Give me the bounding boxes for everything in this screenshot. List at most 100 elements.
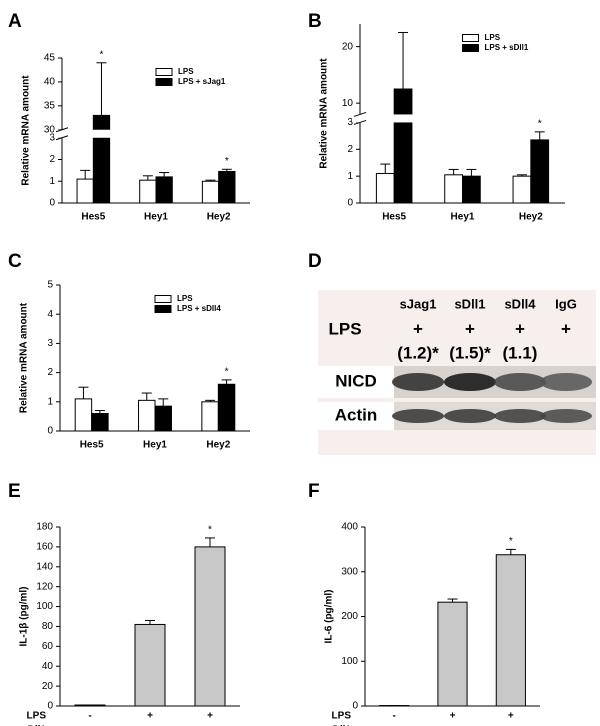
y-tick-label: 0 bbox=[49, 198, 55, 209]
y-tick-label: 20 bbox=[342, 41, 354, 52]
legend-label: LPS + sDll4 bbox=[177, 304, 221, 313]
y-tick-label: 3 bbox=[347, 117, 353, 128]
panel-label: F bbox=[308, 481, 320, 502]
x-tick-label: Hey1 bbox=[143, 440, 167, 451]
blot-column: sDll4 bbox=[504, 296, 536, 311]
bar bbox=[444, 174, 464, 204]
bar bbox=[495, 554, 526, 707]
condition-name: sDll1 bbox=[22, 725, 46, 726]
y-tick-label: 2 bbox=[49, 154, 55, 165]
blot-band bbox=[444, 409, 496, 423]
significance-mark: * bbox=[100, 49, 104, 60]
y-tick-label: 0 bbox=[347, 198, 353, 209]
bar bbox=[138, 399, 156, 432]
y-tick-label: 1 bbox=[47, 396, 53, 407]
y-tick-label: 3 bbox=[47, 338, 53, 349]
break-mark bbox=[55, 135, 69, 141]
condition-name: sDll1 bbox=[327, 725, 351, 726]
y-tick-label: 100 bbox=[36, 601, 53, 612]
condition-name: LPS bbox=[27, 711, 47, 722]
legend-swatch bbox=[462, 34, 479, 42]
condition-label: + bbox=[207, 725, 213, 726]
y-axis-label: IL-1β (pg/ml) bbox=[19, 587, 30, 647]
y-tick-label: 3 bbox=[49, 132, 55, 143]
blot-ratio: (1.2)* bbox=[397, 343, 439, 362]
y-tick-label: 200 bbox=[341, 611, 358, 622]
panel-label: D bbox=[308, 251, 322, 272]
blot-ratio: (1.5)* bbox=[449, 343, 491, 362]
condition-label: + bbox=[450, 711, 456, 722]
legend-label: LPS bbox=[485, 33, 501, 42]
y-tick-label: 35 bbox=[44, 100, 56, 111]
legend-swatch bbox=[154, 305, 172, 313]
y-tick-label: 100 bbox=[341, 656, 358, 667]
legend-swatch bbox=[462, 44, 479, 52]
axis-break bbox=[54, 129, 250, 138]
blot-band bbox=[494, 373, 546, 391]
blot-treatment-mark: + bbox=[413, 319, 423, 338]
significance-mark: * bbox=[225, 156, 229, 167]
blot-row-label: NICD bbox=[335, 371, 377, 390]
blot-treatment-mark: + bbox=[515, 319, 525, 338]
significance-mark: * bbox=[538, 118, 542, 129]
condition-label: - bbox=[392, 711, 395, 722]
condition-label: - bbox=[88, 711, 91, 722]
y-tick-label: 5 bbox=[47, 280, 53, 291]
y-tick-label: 400 bbox=[341, 522, 358, 533]
x-tick-label: Hey2 bbox=[207, 212, 231, 223]
x-tick-label: Hes5 bbox=[80, 440, 104, 451]
y-axis-label: Relative mRNA amount bbox=[319, 58, 330, 169]
significance-mark: * bbox=[208, 525, 212, 536]
y-tick-label: 120 bbox=[36, 581, 53, 592]
bar bbox=[437, 601, 468, 707]
bar bbox=[194, 546, 226, 707]
legend-swatch bbox=[155, 78, 173, 86]
break-mark bbox=[353, 119, 367, 125]
x-tick-label: Hes5 bbox=[382, 212, 406, 223]
condition-label: + bbox=[508, 711, 514, 722]
condition-label: + bbox=[207, 711, 213, 722]
panel-label: B bbox=[308, 11, 322, 32]
bar bbox=[76, 178, 94, 204]
y-tick-label: 160 bbox=[36, 542, 53, 553]
x-tick-label: Hey1 bbox=[144, 212, 168, 223]
bar bbox=[155, 176, 173, 204]
legend-swatch bbox=[154, 295, 172, 303]
y-tick-label: 180 bbox=[36, 522, 53, 533]
condition-label: + bbox=[147, 711, 153, 722]
blot-band bbox=[540, 409, 592, 423]
blot-label-box bbox=[318, 366, 394, 398]
blot-column: sDll1 bbox=[454, 296, 485, 311]
blot-row-label: Actin bbox=[335, 405, 378, 424]
y-tick-label: 20 bbox=[42, 681, 54, 692]
bar bbox=[201, 180, 220, 204]
y-axis-label: Relative mRNA amount bbox=[19, 302, 30, 413]
x-tick-label: Hey2 bbox=[206, 440, 230, 451]
significance-mark: * bbox=[509, 536, 513, 547]
y-tick-label: 0 bbox=[47, 701, 53, 712]
blot-treatment-mark: + bbox=[465, 319, 475, 338]
blot-treatment: LPS bbox=[328, 319, 361, 338]
blot-treatment-mark: + bbox=[561, 319, 571, 338]
y-tick-label: 2 bbox=[47, 367, 53, 378]
bar bbox=[530, 139, 550, 204]
bar bbox=[393, 88, 413, 204]
y-tick-label: 45 bbox=[44, 53, 56, 64]
y-tick-label: 4 bbox=[47, 309, 53, 320]
y-tick-label: 300 bbox=[341, 566, 358, 577]
y-axis-label: Relative mRNA amount bbox=[21, 75, 32, 186]
bar bbox=[92, 114, 111, 204]
bar bbox=[375, 172, 395, 204]
blot-band bbox=[392, 373, 444, 391]
legend-label: LPS bbox=[177, 294, 193, 303]
bar bbox=[139, 179, 157, 204]
break-mark bbox=[55, 127, 69, 133]
blot-band bbox=[494, 409, 546, 423]
panel-label: E bbox=[8, 481, 21, 502]
legend-label: LPS bbox=[178, 67, 194, 76]
y-tick-label: 2 bbox=[347, 144, 353, 155]
panel-label: C bbox=[8, 251, 22, 272]
y-axis-label: IL-6 (pg/ml) bbox=[324, 590, 335, 644]
condition-label: - bbox=[451, 725, 454, 726]
